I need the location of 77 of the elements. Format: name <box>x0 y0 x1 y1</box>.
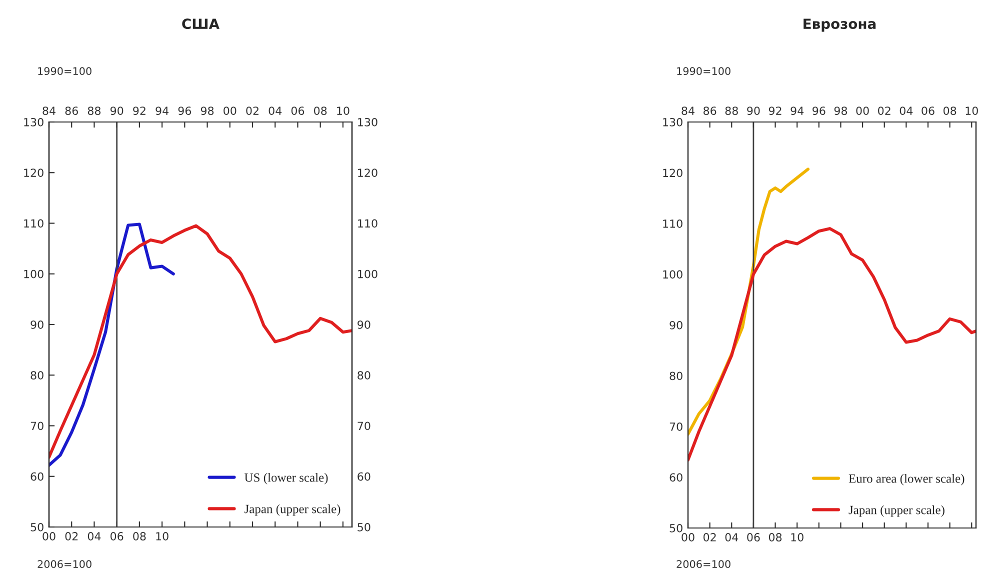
x-tick-label: 06 <box>747 533 760 542</box>
x2-tick-label: 90 <box>110 106 124 115</box>
chart-title: Еврозона <box>804 18 876 32</box>
x-tick-label: 10 <box>791 533 804 542</box>
x2-tick-label: 88 <box>88 106 101 115</box>
x2-tick-label: 90 <box>747 106 760 115</box>
text: 1990=100 <box>677 67 730 76</box>
y-tick-label: 50 <box>670 524 682 532</box>
text: 1990=100 <box>38 67 92 76</box>
y-tick-label: 80 <box>670 372 682 380</box>
x2-tick-label: 84 <box>42 106 56 115</box>
x2-tick-label: 00 <box>224 106 236 115</box>
x2-tick-label: 98 <box>200 106 214 115</box>
x-tick-label: 10 <box>156 532 168 540</box>
x-tick-label: 04 <box>725 533 738 542</box>
x2-tick-label: 10 <box>337 106 350 115</box>
x-tick-label: 04 <box>88 532 101 540</box>
x2-tick-label: 10 <box>966 106 978 115</box>
y-tick-label: 100 <box>663 270 682 279</box>
y-tick-label: 50 <box>30 522 44 532</box>
y2-tick-label: 130 <box>358 118 378 126</box>
y-tick-label: 100 <box>24 270 44 278</box>
y-tick-label: 80 <box>30 371 44 380</box>
x2-tick-label: 04 <box>900 106 913 115</box>
y-tick-label: 90 <box>670 320 682 330</box>
x2-tick-label: 98 <box>834 106 848 115</box>
y-tick-label: 90 <box>30 320 44 329</box>
y2-tick-label: 100 <box>358 270 378 278</box>
legend-label: Japan (upper scale) <box>848 505 944 517</box>
x2-tick-label: 88 <box>725 106 738 115</box>
x2-tick-label: 08 <box>314 106 327 115</box>
x2-tick-label: 92 <box>768 106 782 115</box>
y2-tick-label: 80 <box>358 371 370 380</box>
x2-tick-label: 84 <box>682 106 694 115</box>
x2-tick-label: 08 <box>943 106 956 115</box>
x2-tick-label: 02 <box>878 106 890 115</box>
y-tick-label: 120 <box>24 168 44 178</box>
y-tick-label: 60 <box>670 473 682 482</box>
y-tick-label: 70 <box>670 422 682 431</box>
x2-tick-label: 00 <box>856 106 869 115</box>
y2-tick-label: 90 <box>358 320 370 329</box>
y2-tick-label: 120 <box>358 168 378 178</box>
x2-tick-label: 04 <box>268 106 282 115</box>
x2-tick-label: 96 <box>178 106 192 115</box>
text: 2006=100 <box>38 560 92 568</box>
x-tick-label: 02 <box>703 533 716 542</box>
x2-tick-label: 92 <box>133 106 146 115</box>
y2-tick-label: 70 <box>358 422 370 430</box>
x-tick-label: 00 <box>42 532 56 540</box>
x-tick-label: 08 <box>768 533 782 542</box>
x2-tick-label: 06 <box>291 106 304 115</box>
x-tick-label: 00 <box>682 533 694 542</box>
y-tick-label: 70 <box>30 422 44 430</box>
legend-label: US (lower scale) <box>244 473 328 484</box>
x-tick-label: 08 <box>133 532 146 540</box>
x2-tick-label: 02 <box>246 106 258 115</box>
x2-tick-label: 94 <box>156 106 169 115</box>
y-tick-label: 130 <box>24 118 44 126</box>
x2-tick-label: 86 <box>65 106 78 115</box>
legend-label: Euro area (lower scale) <box>848 474 964 486</box>
x-tick-label: 06 <box>110 532 124 540</box>
y-tick-label: 110 <box>663 219 682 228</box>
x2-tick-label: 94 <box>790 106 804 115</box>
y-tick-label: 110 <box>24 219 44 228</box>
x-tick-label: 02 <box>65 532 78 540</box>
x2-tick-label: 96 <box>812 106 826 115</box>
legend-label: Japan (upper scale) <box>244 504 340 516</box>
y-tick-label: 120 <box>663 168 682 178</box>
chart-title: США <box>182 18 220 30</box>
x2-tick-label: 86 <box>704 106 716 115</box>
y2-tick-label: 50 <box>358 522 370 532</box>
y-tick-label: 130 <box>663 118 682 126</box>
y-tick-label: 60 <box>30 472 44 481</box>
text: 2006=100 <box>676 560 730 568</box>
y2-tick-label: 60 <box>358 472 370 481</box>
x2-tick-label: 06 <box>922 106 934 115</box>
y2-tick-label: 110 <box>358 219 378 228</box>
